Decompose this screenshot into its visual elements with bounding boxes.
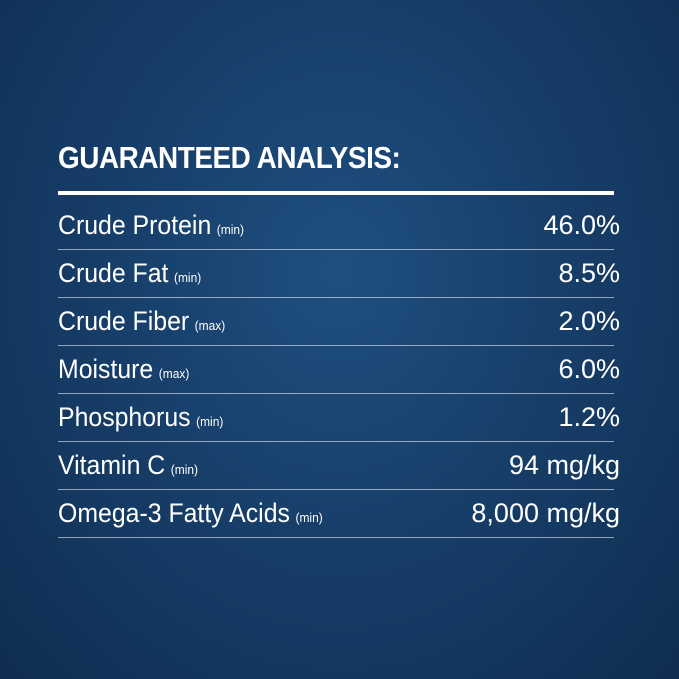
analysis-table: Crude Protein (min) 46.0% Crude Fat (min) 8.5… (58, 202, 620, 538)
nutrient: Phosphorus (min) (58, 402, 223, 433)
nutrient-name: Moisture (58, 354, 154, 384)
nutrient: Moisture (max) (58, 354, 189, 385)
nutrient-name: Vitamin C (58, 450, 166, 480)
table-row: Crude Fiber (max) 2.0% (58, 298, 620, 346)
qualifier: (max) (158, 366, 190, 381)
table-row: Phosphorus (min) 1.2% (58, 394, 620, 442)
nutrient-name: Omega-3 Fatty Acids (58, 498, 290, 528)
nutrient-value: 94 mg/kg (508, 450, 620, 480)
nutrient: Crude Fat (min) (58, 258, 201, 289)
qualifier: (min) (170, 462, 198, 477)
nutrient-name: Crude Protein (58, 210, 212, 240)
nutrient: Omega-3 Fatty Acids (min) (58, 498, 323, 529)
nutrient-value: 2.0% (558, 306, 620, 336)
nutrient-name: Phosphorus (58, 402, 191, 432)
qualifier: (max) (194, 318, 226, 333)
nutrient-value: 1.2% (558, 402, 620, 432)
divider (58, 191, 614, 195)
nutrient-value: 6.0% (558, 354, 620, 384)
qualifier: (min) (295, 510, 323, 525)
table-row: Vitamin C (min) 94 mg/kg (58, 442, 620, 490)
nutrient-value: 46.0% (543, 210, 620, 240)
title: GUARANTEED ANALYSIS: (58, 140, 401, 175)
nutrient: Vitamin C (min) (58, 450, 198, 481)
qualifier: (min) (173, 270, 202, 285)
qualifier: (min) (216, 222, 245, 237)
table-row: Moisture (max) 6.0% (58, 346, 620, 394)
table-row: Crude Fat (min) 8.5% (58, 250, 620, 298)
nutrient-name: Crude Fat (58, 258, 169, 288)
table-row: Crude Protein (min) 46.0% (58, 202, 620, 250)
nutrient-value: 8,000 mg/kg (471, 498, 620, 528)
qualifier: (min) (196, 414, 224, 429)
nutrient-name: Crude Fiber (58, 306, 190, 336)
table-row: Omega-3 Fatty Acids (min) 8,000 mg/kg (58, 490, 620, 538)
nutrient-value: 8.5% (558, 258, 620, 288)
nutrient: Crude Fiber (max) (58, 306, 225, 337)
nutrient: Crude Protein (min) (58, 210, 244, 241)
